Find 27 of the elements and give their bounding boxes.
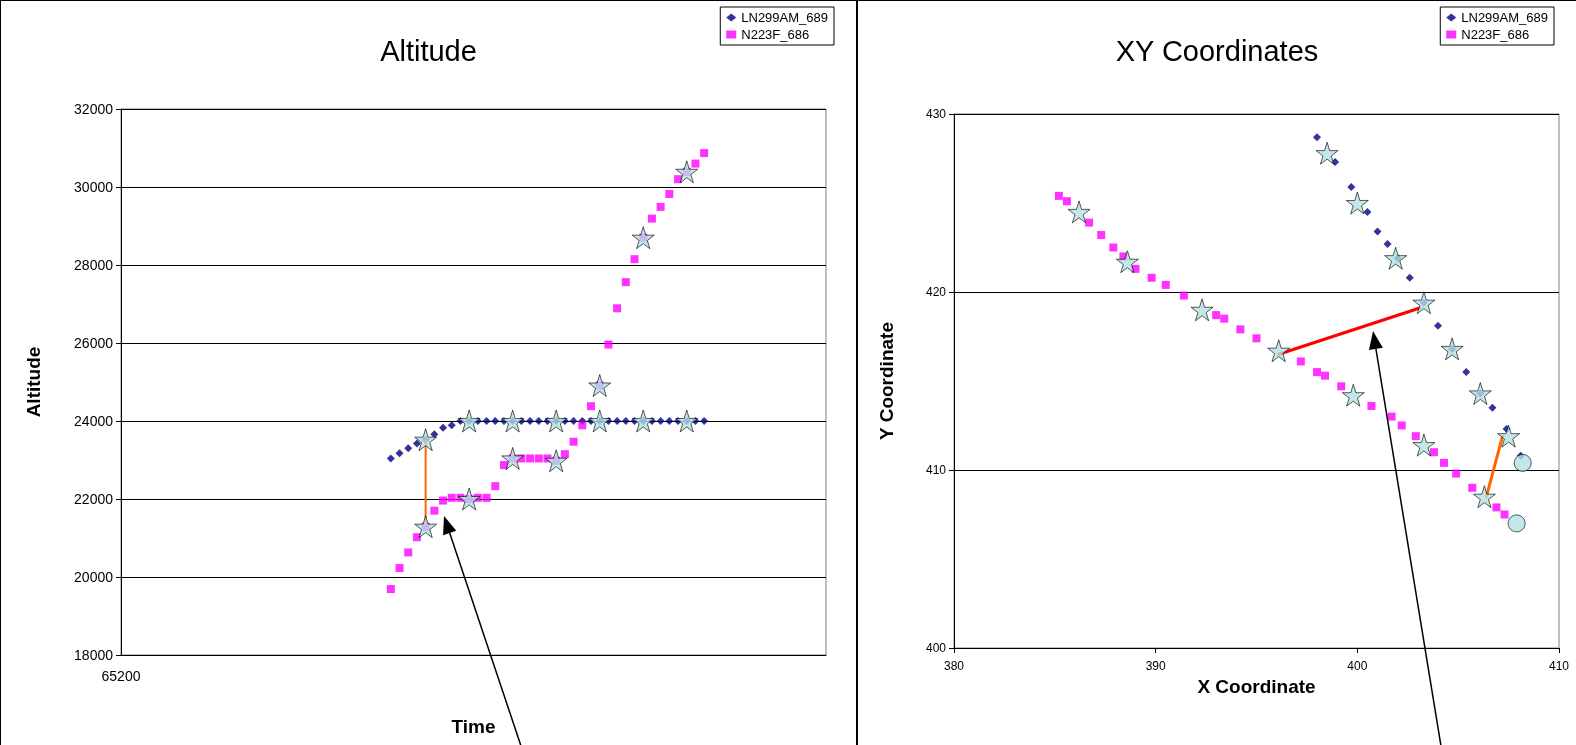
- x-tick-label: 65200: [101, 668, 141, 684]
- x-axis-title: X Coordinate: [1197, 675, 1316, 697]
- y-tick-label: 30000: [74, 179, 114, 195]
- legend-label: LN299AM_689: [1461, 10, 1549, 25]
- y-tick-label: 18000: [74, 647, 114, 663]
- y-tick-label: 20000: [74, 569, 114, 585]
- y-tick-label: 22000: [74, 491, 114, 507]
- y-tick-label: 28000: [74, 257, 114, 273]
- y-tick-label: 32000: [74, 101, 114, 117]
- y-axis-title: Altitude: [23, 346, 44, 418]
- y-tick-label: 420: [925, 285, 947, 299]
- legend-label: LN299AM_689: [741, 10, 829, 25]
- chart-title: XY Coordinates: [1115, 34, 1319, 67]
- x-tick-label: 380: [943, 659, 965, 673]
- x-axis-title: Time: [451, 716, 496, 737]
- chart-title: Altitude: [380, 34, 477, 67]
- y-tick-label: 410: [925, 463, 947, 477]
- y-axis-title: Y Coordinate: [876, 322, 897, 440]
- legend-label: N223F_686: [1461, 27, 1530, 42]
- x-tick-label: 400: [1347, 659, 1368, 673]
- y-tick-label: 26000: [74, 335, 114, 351]
- y-tick-label: 400: [925, 641, 947, 655]
- x-tick-label: 390: [1145, 659, 1166, 673]
- y-tick-label: 430: [925, 107, 947, 121]
- y-tick-label: 24000: [74, 413, 114, 429]
- legend-label: N223F_686: [741, 27, 810, 42]
- x-tick-label: 410: [1548, 659, 1570, 673]
